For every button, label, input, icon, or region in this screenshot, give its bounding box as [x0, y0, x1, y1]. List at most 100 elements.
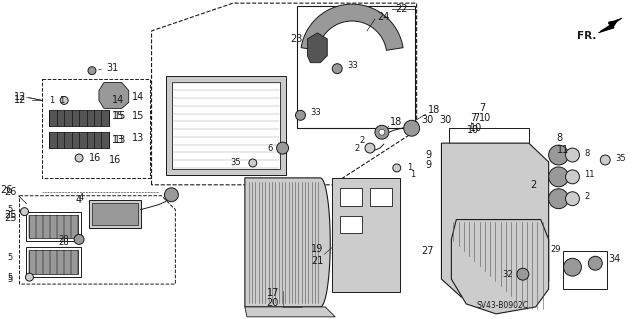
- Circle shape: [276, 142, 289, 154]
- Bar: [370, 188, 392, 206]
- Text: 16: 16: [109, 155, 121, 165]
- Polygon shape: [99, 83, 129, 108]
- Text: 2: 2: [531, 180, 537, 190]
- Text: 28: 28: [58, 238, 69, 247]
- Bar: [29, 250, 78, 274]
- Text: 12: 12: [14, 95, 26, 105]
- Text: 27: 27: [421, 246, 433, 256]
- Text: 21: 21: [311, 256, 323, 266]
- Text: 22: 22: [395, 4, 407, 14]
- Text: 20: 20: [266, 298, 279, 308]
- Text: 15: 15: [112, 111, 124, 121]
- Polygon shape: [451, 219, 548, 314]
- Polygon shape: [442, 143, 548, 297]
- Circle shape: [26, 273, 33, 281]
- Text: 25: 25: [4, 210, 17, 219]
- Text: 25: 25: [4, 212, 17, 223]
- Text: 10: 10: [470, 123, 483, 133]
- Polygon shape: [307, 33, 327, 63]
- Text: 24: 24: [377, 12, 389, 22]
- Text: 18: 18: [428, 105, 440, 115]
- Text: 1: 1: [406, 163, 412, 173]
- Bar: [92, 203, 138, 225]
- Text: 5: 5: [7, 253, 13, 262]
- Bar: [172, 82, 280, 169]
- Circle shape: [75, 154, 83, 162]
- Circle shape: [588, 256, 602, 270]
- Circle shape: [379, 129, 385, 135]
- Polygon shape: [245, 307, 335, 317]
- Bar: [26, 247, 81, 277]
- Text: 5: 5: [7, 205, 13, 214]
- Text: 33: 33: [310, 108, 321, 117]
- Text: 35: 35: [230, 159, 241, 167]
- Bar: [449, 128, 529, 143]
- Text: 1: 1: [49, 96, 54, 105]
- Text: 15: 15: [132, 111, 144, 121]
- Circle shape: [164, 188, 179, 202]
- Text: 1: 1: [410, 170, 415, 179]
- Circle shape: [74, 234, 84, 244]
- Text: 35: 35: [615, 153, 626, 162]
- Text: 13: 13: [114, 135, 126, 145]
- Text: 29: 29: [550, 245, 561, 254]
- Circle shape: [296, 110, 305, 120]
- Bar: [298, 6, 415, 128]
- Text: 33: 33: [347, 61, 358, 70]
- Text: 8: 8: [557, 133, 563, 143]
- Text: 13: 13: [132, 133, 144, 143]
- Polygon shape: [245, 178, 330, 307]
- Text: 18: 18: [390, 117, 402, 127]
- Text: 4: 4: [79, 193, 84, 202]
- Text: 11: 11: [557, 145, 569, 155]
- Circle shape: [566, 170, 579, 184]
- Circle shape: [20, 208, 28, 216]
- Bar: [29, 215, 78, 238]
- Bar: [563, 251, 607, 289]
- Circle shape: [404, 120, 420, 136]
- Text: 26: 26: [4, 187, 17, 197]
- Text: 2: 2: [360, 136, 365, 145]
- Text: SV43-B0902C: SV43-B0902C: [476, 301, 528, 310]
- Text: 5: 5: [7, 273, 13, 282]
- Text: 30: 30: [440, 115, 452, 125]
- Text: 14: 14: [112, 95, 124, 105]
- Circle shape: [332, 64, 342, 74]
- Circle shape: [365, 143, 375, 153]
- Circle shape: [249, 159, 257, 167]
- Bar: [340, 216, 362, 234]
- Circle shape: [517, 268, 529, 280]
- Text: 28: 28: [58, 235, 69, 244]
- Bar: [89, 200, 141, 227]
- Bar: [340, 188, 362, 206]
- Text: 15: 15: [114, 111, 126, 121]
- Text: 19: 19: [311, 244, 323, 254]
- Circle shape: [393, 164, 401, 172]
- Circle shape: [564, 258, 581, 276]
- Text: 14: 14: [132, 93, 144, 102]
- Text: 5: 5: [7, 275, 13, 284]
- Circle shape: [548, 189, 568, 209]
- Text: 2: 2: [355, 144, 360, 152]
- Polygon shape: [598, 18, 622, 33]
- Text: 17: 17: [266, 288, 279, 298]
- Circle shape: [566, 192, 579, 206]
- Text: 12: 12: [14, 93, 26, 102]
- Text: 6: 6: [268, 144, 273, 152]
- Text: 1: 1: [60, 96, 65, 105]
- Circle shape: [566, 148, 579, 162]
- Text: 2: 2: [584, 192, 589, 201]
- Text: 8: 8: [584, 149, 590, 158]
- Text: 9: 9: [426, 150, 431, 160]
- Text: 31: 31: [106, 63, 118, 73]
- Text: 32: 32: [502, 270, 513, 279]
- Text: 7: 7: [470, 113, 476, 123]
- Circle shape: [60, 96, 68, 104]
- Text: 30: 30: [422, 115, 434, 125]
- Text: 7: 7: [473, 113, 479, 123]
- Bar: [42, 78, 150, 178]
- Text: 7: 7: [479, 103, 485, 113]
- Text: 13: 13: [112, 135, 124, 145]
- Text: 9: 9: [426, 160, 431, 170]
- Circle shape: [548, 145, 568, 165]
